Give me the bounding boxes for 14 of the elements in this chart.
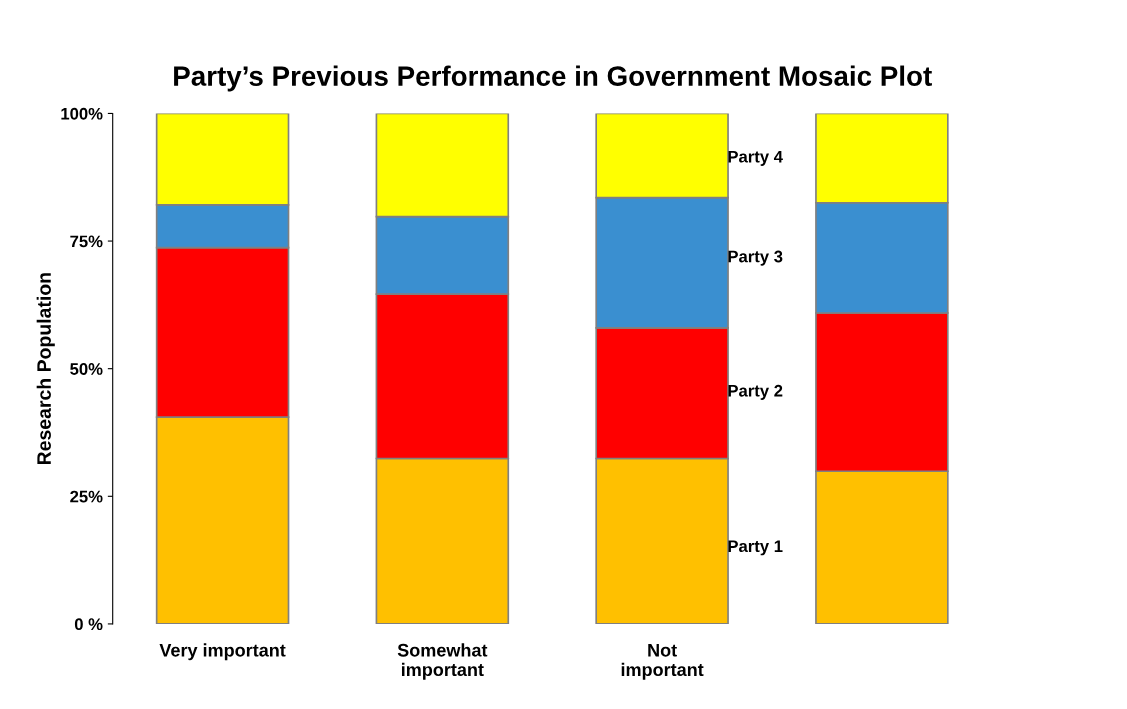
x-tick-label: Not important — [621, 644, 704, 680]
chart-title: Party’s Previous Performance in Government Mosaic Plot — [174, 65, 932, 92]
y-tick-label: 25% — [70, 490, 103, 503]
y-tick-label: 50% — [70, 363, 103, 375]
y-tick-label: 100% — [61, 107, 103, 120]
y-tick-label: 75% — [70, 235, 103, 248]
y-tick-label: 0 % — [74, 618, 103, 631]
series-label: Party 3 — [728, 250, 783, 266]
series-label: Party 2 — [728, 384, 783, 400]
x-tick-label: Somewhat important — [397, 643, 488, 680]
series-label: Party 1 — [728, 540, 783, 556]
x-tick-label: Very important — [159, 643, 286, 661]
y-axis-title: Research Population — [36, 273, 55, 465]
series-label: Party 4 — [728, 150, 783, 166]
